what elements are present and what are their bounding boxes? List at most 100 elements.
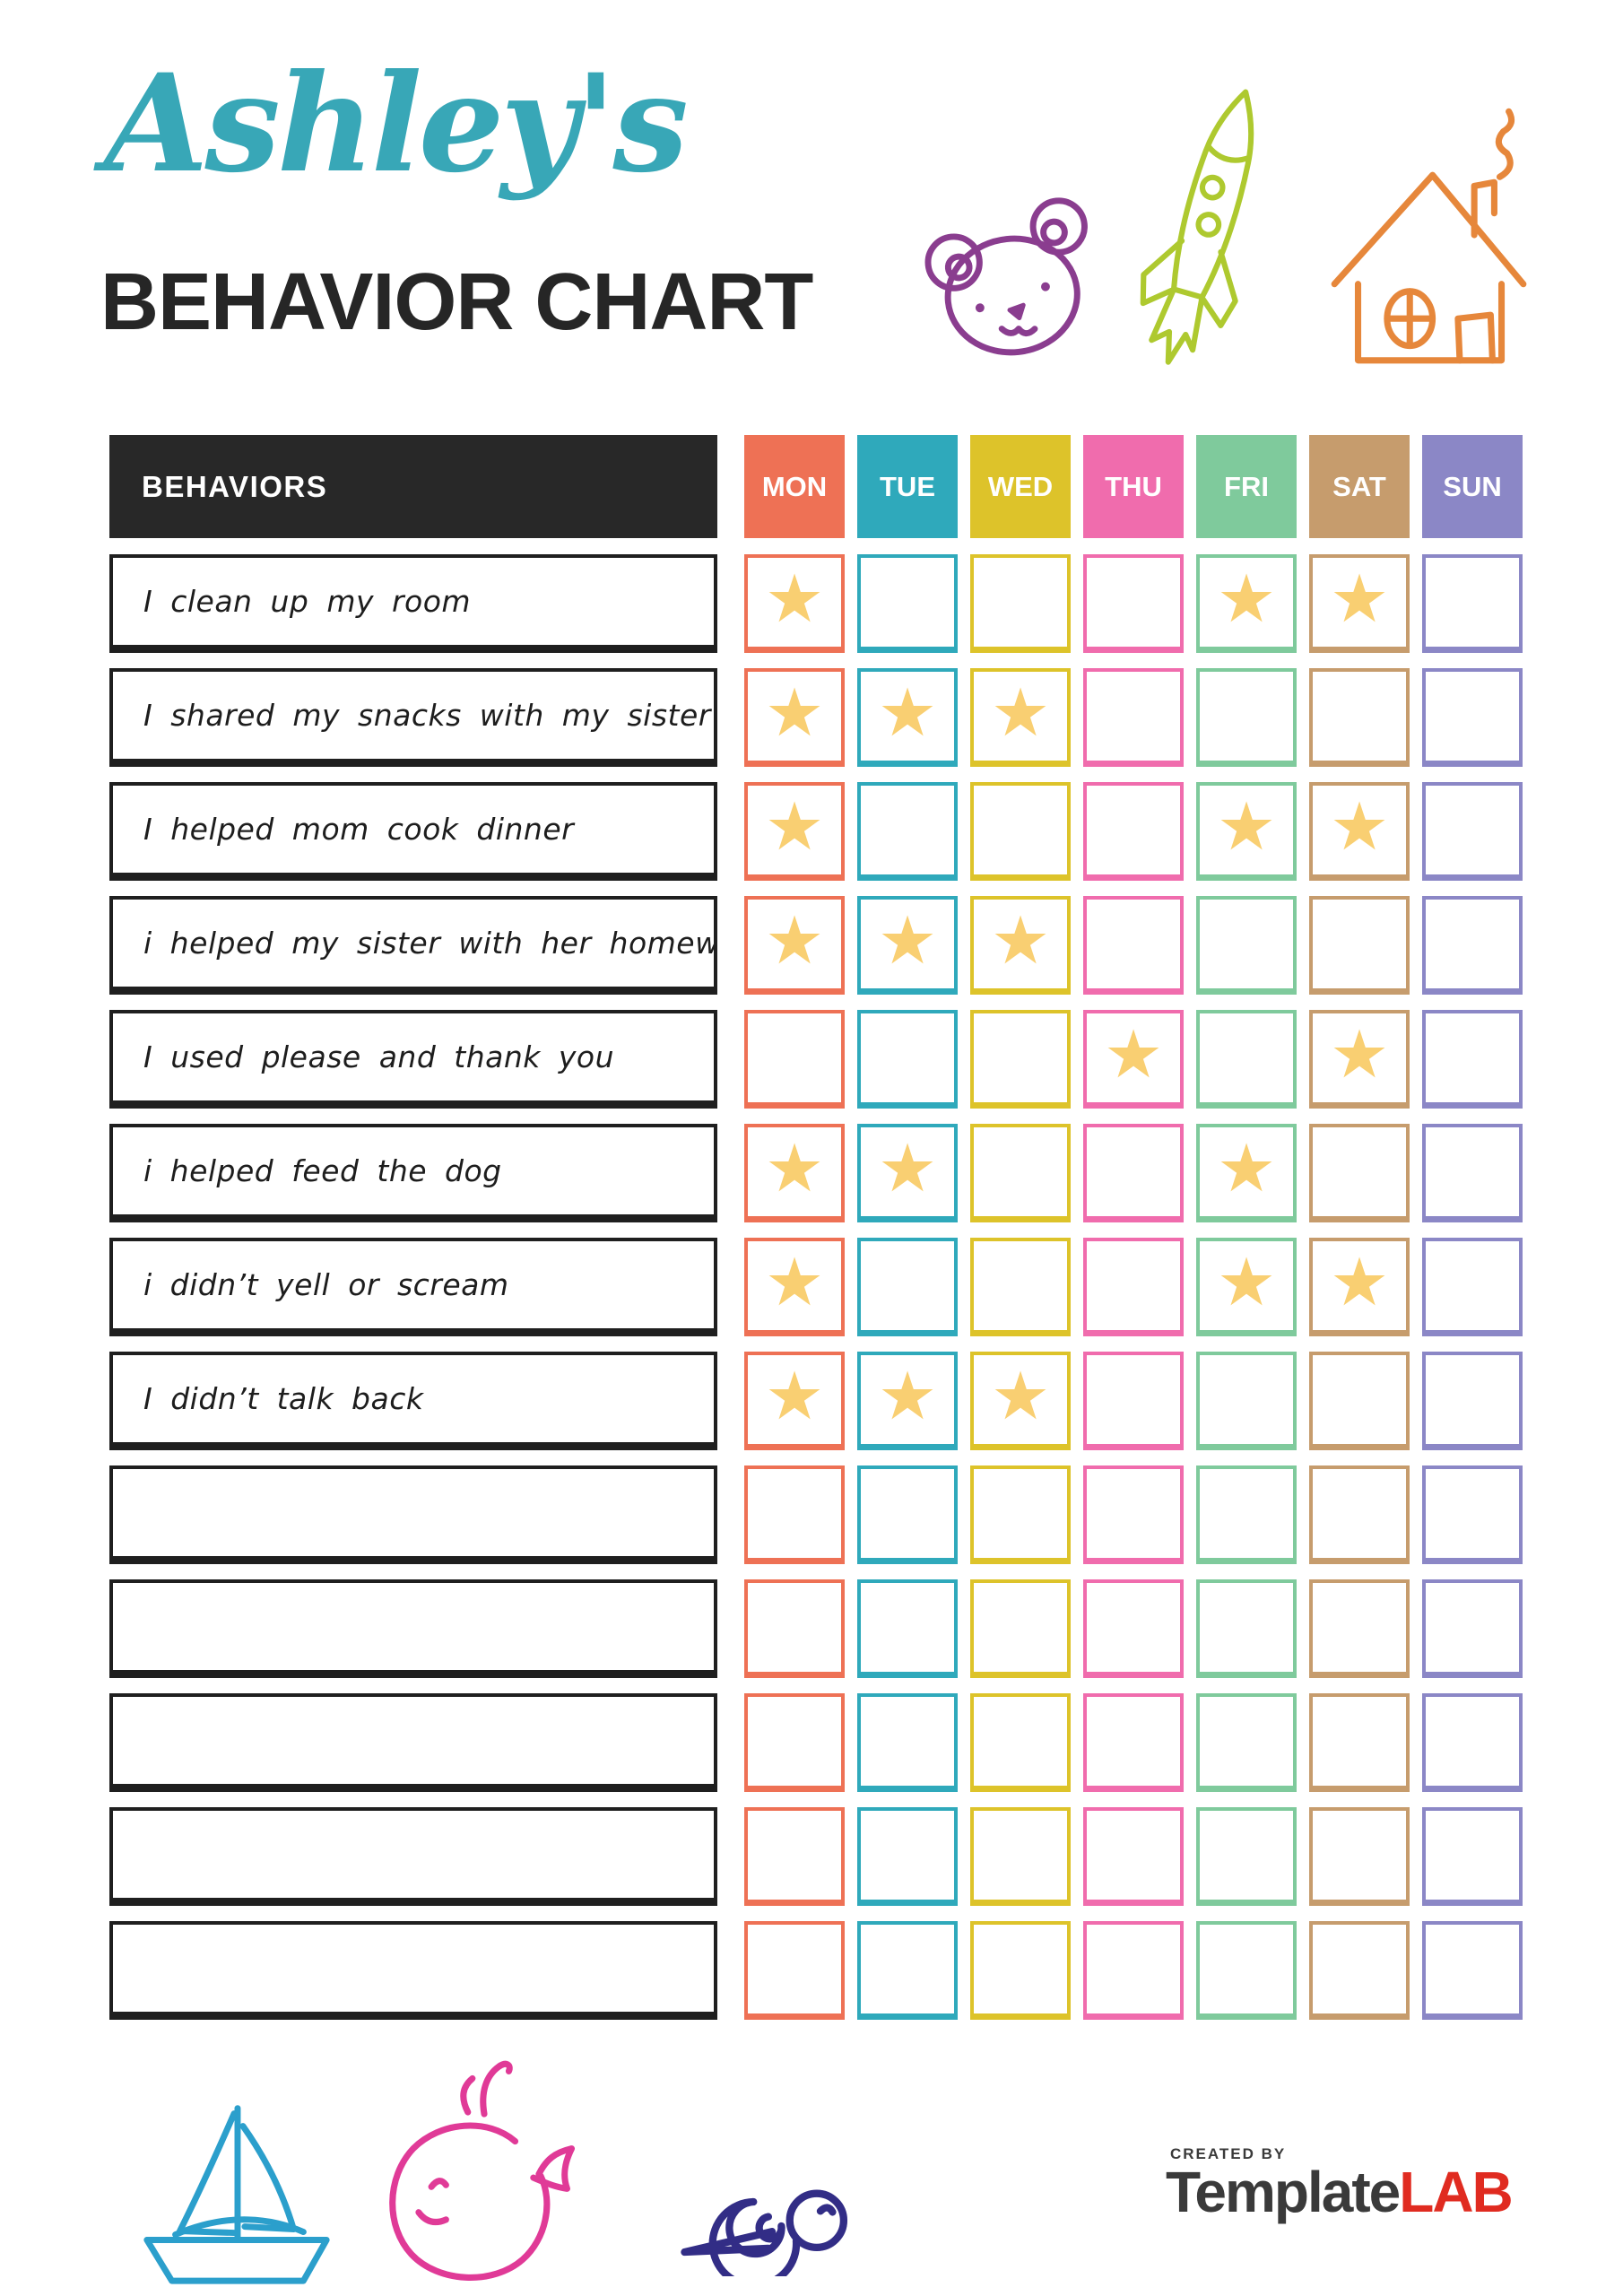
star-cell-sat[interactable]	[1309, 1465, 1410, 1564]
star-cell-thu[interactable]	[1083, 668, 1184, 767]
star-cell-thu[interactable]	[1083, 1693, 1184, 1792]
star-cell-mon[interactable]	[744, 1693, 845, 1792]
star-cell-thu[interactable]	[1083, 1465, 1184, 1564]
star-cell-wed[interactable]	[970, 1807, 1071, 1906]
star-cell-sat[interactable]: ★	[1309, 1010, 1410, 1109]
star-cell-sun[interactable]	[1422, 1693, 1523, 1792]
star-cell-wed[interactable]: ★	[970, 1352, 1071, 1450]
star-cell-sun[interactable]	[1422, 896, 1523, 995]
star-cell-tue[interactable]	[857, 554, 958, 653]
star-cell-wed[interactable]: ★	[970, 896, 1071, 995]
star-cell-wed[interactable]	[970, 1010, 1071, 1109]
star-icon: ★	[877, 674, 938, 752]
star-cell-thu[interactable]	[1083, 1579, 1184, 1678]
star-cell-wed[interactable]	[970, 1238, 1071, 1336]
star-cell-sat[interactable]	[1309, 1352, 1410, 1450]
star-cell-tue[interactable]	[857, 1238, 958, 1336]
star-cell-fri[interactable]	[1196, 896, 1297, 995]
star-cell-tue[interactable]: ★	[857, 896, 958, 995]
star-cell-mon[interactable]	[744, 1010, 845, 1109]
star-cell-mon[interactable]	[744, 1921, 845, 2020]
star-cell-wed[interactable]	[970, 782, 1071, 881]
star-cell-sat[interactable]: ★	[1309, 554, 1410, 653]
star-cell-tue[interactable]: ★	[857, 668, 958, 767]
star-cell-sun[interactable]	[1422, 668, 1523, 767]
star-cell-thu[interactable]: ★	[1083, 1010, 1184, 1109]
star-cell-tue[interactable]: ★	[857, 1124, 958, 1222]
star-cell-sat[interactable]: ★	[1309, 1238, 1410, 1336]
page-title: BEHAVIOR CHART	[100, 257, 813, 347]
star-cell-thu[interactable]	[1083, 554, 1184, 653]
star-cell-tue[interactable]	[857, 1693, 958, 1792]
star-cell-sun[interactable]	[1422, 782, 1523, 881]
star-cell-tue[interactable]	[857, 782, 958, 881]
star-cell-wed[interactable]	[970, 1465, 1071, 1564]
star-cell-sun[interactable]	[1422, 1579, 1523, 1678]
star-cell-mon[interactable]: ★	[744, 1124, 845, 1222]
star-cell-tue[interactable]: ★	[857, 1352, 958, 1450]
star-cell-sat[interactable]	[1309, 896, 1410, 995]
star-cell-mon[interactable]: ★	[744, 668, 845, 767]
star-cell-sat[interactable]: ★	[1309, 782, 1410, 881]
star-cell-fri[interactable]	[1196, 1352, 1297, 1450]
star-cell-fri[interactable]: ★	[1196, 554, 1297, 653]
bear-icon	[918, 197, 1117, 357]
table-row	[109, 1807, 1523, 1906]
star-cell-thu[interactable]	[1083, 782, 1184, 881]
star-cell-tue[interactable]	[857, 1465, 958, 1564]
star-cell-sun[interactable]	[1422, 554, 1523, 653]
star-cell-sat[interactable]	[1309, 1124, 1410, 1222]
star-cell-mon[interactable]	[744, 1807, 845, 1906]
star-cell-sat[interactable]	[1309, 1693, 1410, 1792]
table-row: I helped mom cook dinner ★ ★ ★	[109, 782, 1523, 881]
star-cell-wed[interactable]	[970, 554, 1071, 653]
star-cell-thu[interactable]	[1083, 896, 1184, 995]
star-cell-wed[interactable]	[970, 1579, 1071, 1678]
star-cell-mon[interactable]: ★	[744, 896, 845, 995]
star-cell-tue[interactable]	[857, 1921, 958, 2020]
star-cell-wed[interactable]	[970, 1693, 1071, 1792]
star-cell-fri[interactable]: ★	[1196, 1238, 1297, 1336]
day-header-sat: SAT	[1309, 435, 1410, 538]
star-cell-thu[interactable]	[1083, 1807, 1184, 1906]
star-cell-fri[interactable]	[1196, 668, 1297, 767]
star-cell-sat[interactable]	[1309, 668, 1410, 767]
star-cell-wed[interactable]: ★	[970, 668, 1071, 767]
star-cell-fri[interactable]	[1196, 1807, 1297, 1906]
star-cell-fri[interactable]: ★	[1196, 1124, 1297, 1222]
table-row: i helped my sister with her homework ★ ★ ★	[109, 896, 1523, 995]
star-cell-fri[interactable]	[1196, 1579, 1297, 1678]
star-cell-fri[interactable]: ★	[1196, 782, 1297, 881]
star-cell-sun[interactable]	[1422, 1238, 1523, 1336]
star-cell-mon[interactable]	[744, 1579, 845, 1678]
star-cell-thu[interactable]	[1083, 1238, 1184, 1336]
star-icon: ★	[764, 787, 825, 865]
star-cell-wed[interactable]	[970, 1124, 1071, 1222]
star-cell-thu[interactable]	[1083, 1124, 1184, 1222]
star-cell-sun[interactable]	[1422, 1352, 1523, 1450]
star-cell-fri[interactable]	[1196, 1921, 1297, 2020]
star-cell-sat[interactable]	[1309, 1579, 1410, 1678]
star-cell-wed[interactable]	[970, 1921, 1071, 2020]
star-cell-mon[interactable]: ★	[744, 1238, 845, 1336]
star-cell-sat[interactable]	[1309, 1921, 1410, 2020]
star-cell-tue[interactable]	[857, 1010, 958, 1109]
star-cell-thu[interactable]	[1083, 1921, 1184, 2020]
star-cell-fri[interactable]	[1196, 1010, 1297, 1109]
star-cell-sun[interactable]	[1422, 1124, 1523, 1222]
star-cell-sun[interactable]	[1422, 1921, 1523, 2020]
star-cell-sun[interactable]	[1422, 1010, 1523, 1109]
star-cell-sun[interactable]	[1422, 1807, 1523, 1906]
star-cell-thu[interactable]	[1083, 1352, 1184, 1450]
star-cell-fri[interactable]	[1196, 1693, 1297, 1792]
star-cell-mon[interactable]: ★	[744, 1352, 845, 1450]
star-cell-mon[interactable]: ★	[744, 554, 845, 653]
star-cell-mon[interactable]: ★	[744, 782, 845, 881]
star-cell-sun[interactable]	[1422, 1465, 1523, 1564]
star-cell-tue[interactable]	[857, 1807, 958, 1906]
star-cell-tue[interactable]	[857, 1579, 958, 1678]
star-cell-fri[interactable]	[1196, 1465, 1297, 1564]
star-cell-sat[interactable]	[1309, 1807, 1410, 1906]
behavior-label: I clean up my room	[109, 554, 717, 653]
star-cell-mon[interactable]	[744, 1465, 845, 1564]
